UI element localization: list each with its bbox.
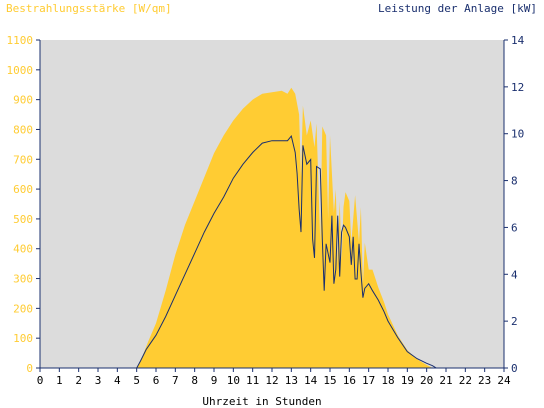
left-tick-label: 200 — [13, 302, 33, 315]
x-tick-label: 22 — [459, 374, 472, 387]
x-tick-label: 16 — [343, 374, 356, 387]
left-tick-label: 900 — [13, 94, 33, 107]
left-tick-label: 400 — [13, 243, 33, 256]
left-axis-title: Bestrahlungsstärke [W/qm] — [6, 2, 172, 15]
left-tick-label: 500 — [13, 213, 33, 226]
x-tick-label: 12 — [265, 374, 278, 387]
right-tick-label: 6 — [511, 221, 518, 234]
chart-marks — [40, 87, 504, 369]
x-tick-label: 20 — [420, 374, 433, 387]
irradiance-area — [40, 87, 504, 368]
left-tick-label: 700 — [13, 153, 33, 166]
x-tick-label: 3 — [95, 374, 102, 387]
x-tick-label: 4 — [114, 374, 121, 387]
right-tick-label: 2 — [511, 315, 518, 328]
x-tick-label: 15 — [323, 374, 336, 387]
left-tick-label: 800 — [13, 123, 33, 136]
x-tick-label: 18 — [381, 374, 394, 387]
left-tick-label: 1000 — [7, 64, 34, 77]
left-tick-label: 100 — [13, 332, 33, 345]
x-tick-label: 7 — [172, 374, 179, 387]
x-tick-label: 2 — [75, 374, 82, 387]
right-tick-label: 8 — [511, 175, 518, 188]
x-tick-label: 13 — [285, 374, 298, 387]
x-axis-label: Uhrzeit in Stunden — [202, 395, 321, 408]
x-tick-label: 17 — [362, 374, 375, 387]
left-tick-label: 1100 — [7, 34, 34, 47]
right-tick-label: 12 — [511, 81, 524, 94]
left-tick-label: 600 — [13, 183, 33, 196]
power-line — [40, 135, 504, 369]
chart-axes: 0100200300400500600700800900100011000246… — [7, 34, 525, 387]
x-tick-label: 0 — [37, 374, 44, 387]
x-tick-label: 19 — [401, 374, 414, 387]
right-tick-label: 0 — [511, 362, 518, 375]
x-tick-label: 11 — [246, 374, 259, 387]
x-tick-label: 23 — [478, 374, 491, 387]
right-tick-label: 4 — [511, 268, 518, 281]
right-axis-title: Leistung der Anlage [kW] — [378, 2, 537, 15]
right-tick-label: 10 — [511, 128, 524, 141]
x-tick-label: 24 — [497, 374, 511, 387]
x-tick-label: 14 — [304, 374, 318, 387]
x-tick-label: 6 — [153, 374, 160, 387]
x-tick-label: 9 — [211, 374, 218, 387]
right-tick-label: 14 — [511, 34, 525, 47]
x-tick-label: 8 — [191, 374, 198, 387]
x-tick-label: 5 — [133, 374, 140, 387]
x-tick-label: 1 — [56, 374, 63, 387]
x-tick-label: 21 — [439, 374, 452, 387]
left-tick-label: 0 — [26, 362, 33, 375]
left-tick-label: 300 — [13, 273, 33, 286]
x-tick-label: 10 — [227, 374, 240, 387]
